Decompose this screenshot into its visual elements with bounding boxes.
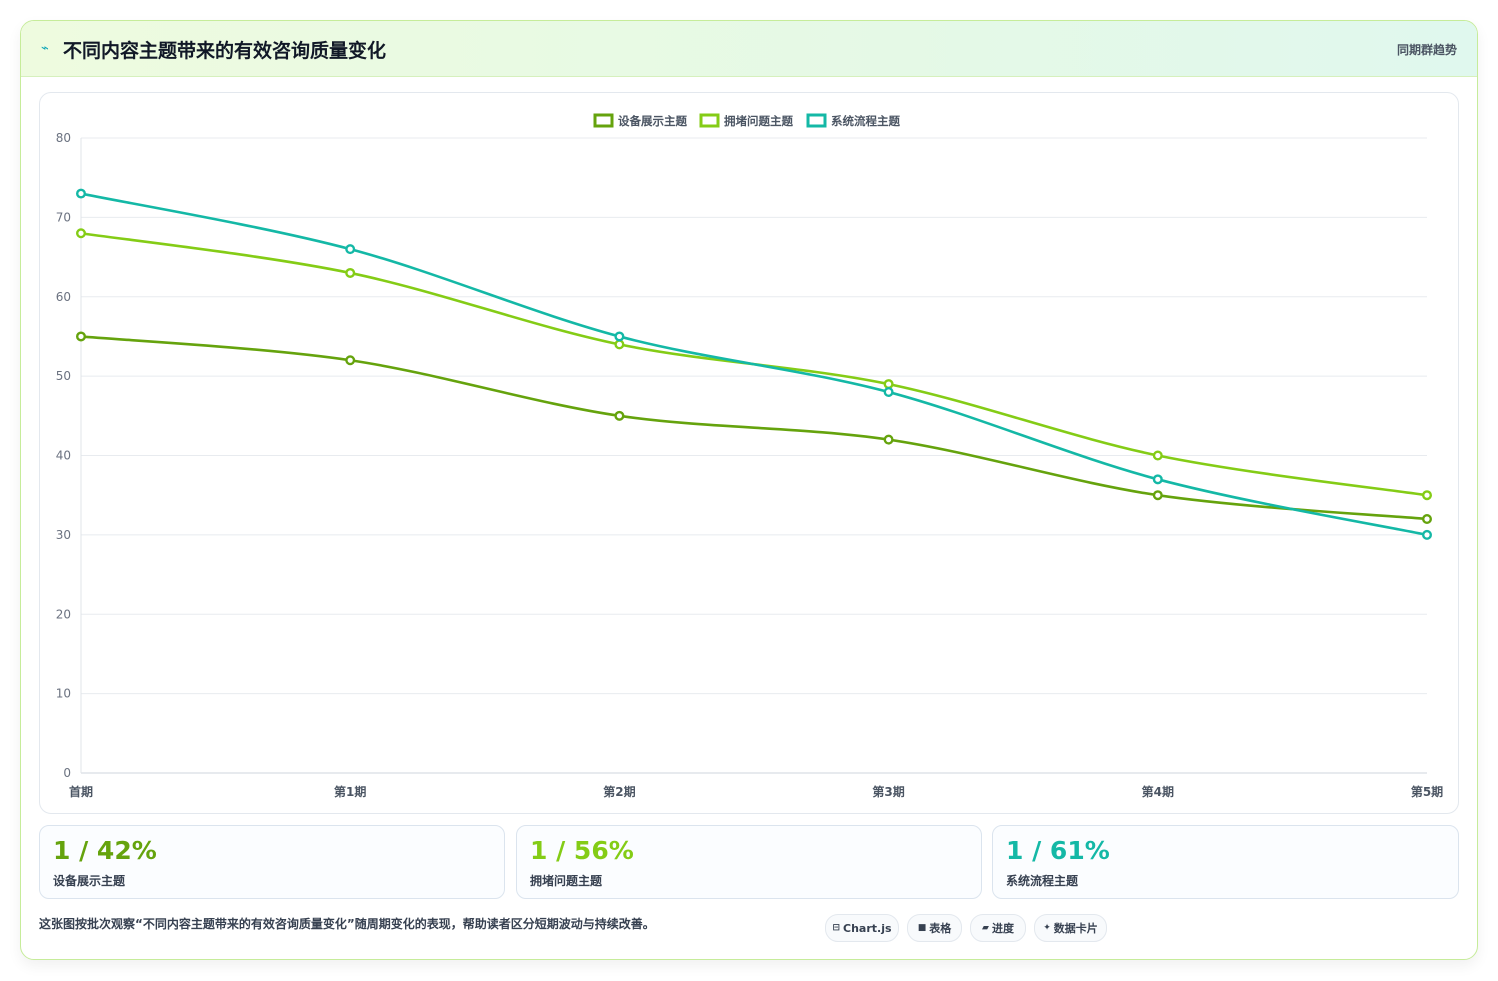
chip-data-card[interactable]: ✦ 数据卡片 (1034, 914, 1107, 942)
line-chart: 0 10 20 30 40 50 60 70 80 首期 第1期 第2期 第3期 第4期 第5期 设备展示主题… (56, 113, 1443, 799)
footer-note: 这张图按批次观察“不同内容主题带来的有效咨询质量变化”随周期变化的表现，帮助读者… (39, 917, 655, 931)
chip-chartjs[interactable]: ⊟ Chart.js (825, 914, 899, 942)
stat-card-congestion: 1 / 56% 拥堵问题主题 (516, 825, 982, 899)
data-point (345, 267, 356, 278)
chip-label: 进度 (991, 922, 1014, 935)
y-tick-label: 20 (56, 607, 71, 621)
chart-container: 0 10 20 30 40 50 60 70 80 首期 第1期 第2期 第3期 第4期 第5期 设备展示主题… (39, 92, 1459, 814)
x-tick-label: 首期 (69, 784, 93, 799)
data-point (1421, 490, 1432, 501)
y-tick-label: 80 (56, 131, 71, 145)
table-icon: ■ (917, 923, 927, 933)
stat-value: 1 / 42% (53, 836, 157, 865)
data-point (883, 379, 894, 390)
data-point (1152, 490, 1163, 501)
stat-label: 拥堵问题主题 (530, 874, 603, 888)
y-tick-label: 70 (56, 210, 71, 224)
data-point (1421, 529, 1432, 540)
chart-icon: ⊟ (832, 923, 841, 933)
y-tick-label: 50 (56, 369, 71, 383)
data-point (1152, 450, 1163, 461)
sparkle-icon: ✦ (1043, 923, 1051, 933)
stat-label: 系统流程主题 (1006, 874, 1079, 888)
chart-card: ⌁ 不同内容主题带来的有效咨询质量变化 同期群趋势 0 10 20 30 40 50 60 7… (20, 20, 1478, 960)
x-tick-label: 第3期 (872, 784, 904, 799)
data-point (345, 244, 356, 255)
card-title: 不同内容主题带来的有效咨询质量变化 (63, 40, 387, 62)
series-line (80, 192, 1428, 537)
y-tick-label: 40 (56, 449, 71, 463)
chip-label: Chart.js (843, 921, 892, 935)
y-tick-label: 10 (56, 687, 71, 701)
legend-swatch (806, 113, 827, 128)
legend-label: 设备展示主题 (618, 114, 687, 128)
legend-swatch (593, 113, 614, 128)
data-point (614, 339, 625, 350)
data-point (345, 355, 356, 366)
progress-icon: ▰ (982, 923, 989, 933)
x-tick-label: 第4期 (1142, 784, 1174, 799)
stat-card-system: 1 / 61% 系统流程主题 (992, 825, 1459, 899)
data-point (1421, 514, 1432, 525)
card-header: ⌁ 不同内容主题带来的有效咨询质量变化 同期群趋势 (21, 21, 1477, 77)
chip-table[interactable]: ■ 表格 (907, 914, 962, 942)
x-tick-label: 第1期 (334, 784, 366, 799)
x-tick-label: 第2期 (603, 784, 635, 799)
data-point (883, 387, 894, 398)
data-point (883, 434, 894, 445)
y-tick-label: 30 (56, 528, 71, 542)
data-point (1152, 474, 1163, 485)
stat-value: 1 / 61% (1006, 836, 1110, 865)
legend-swatch (699, 113, 720, 128)
x-tick-label: 第5期 (1411, 784, 1443, 799)
chip-label: 表格 (929, 922, 952, 935)
series-line (80, 335, 1428, 521)
legend-label: 系统流程主题 (831, 114, 900, 128)
cohort-trend-tag: 同期群趋势 (1396, 43, 1457, 57)
y-tick-label: 0 (63, 766, 71, 780)
chart-line-icon: ⌁ (41, 41, 49, 56)
legend-label: 拥堵问题主题 (724, 114, 793, 128)
chip-label: 数据卡片 (1053, 922, 1098, 935)
chip-progress[interactable]: ▰ 进度 (970, 914, 1026, 942)
data-point (614, 410, 625, 421)
data-point (76, 188, 87, 199)
y-tick-label: 60 (56, 290, 71, 304)
stat-card-device: 1 / 42% 设备展示主题 (39, 825, 505, 899)
data-point (76, 228, 87, 239)
data-point (76, 331, 87, 342)
data-point (614, 331, 625, 342)
stat-label: 设备展示主题 (53, 874, 126, 888)
stat-value: 1 / 56% (530, 836, 634, 865)
